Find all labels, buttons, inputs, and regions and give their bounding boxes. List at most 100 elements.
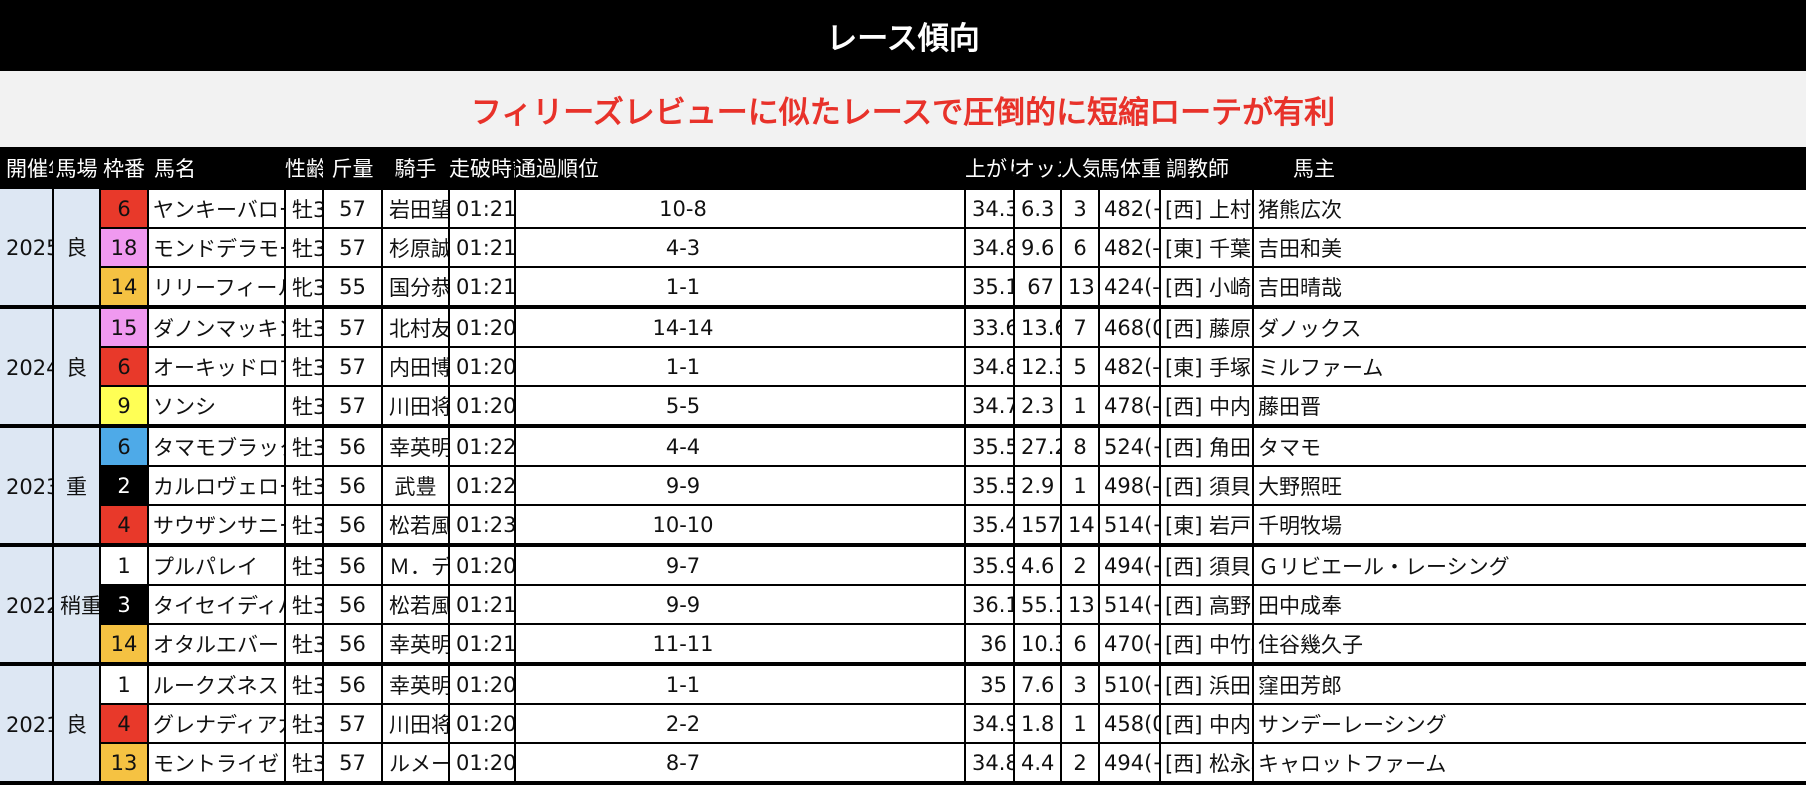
finish-time: 01:23.1 <box>448 504 516 547</box>
body-weight: 498(-10) <box>1098 465 1161 506</box>
last-3f: 34.7 <box>964 385 1015 428</box>
trainer: [西] 松永幹夫 <box>1159 742 1254 785</box>
body-weight: 478(-8) <box>1098 385 1161 428</box>
table-row: 2024年良15ダノンマッキンリー牡357北村友一01:20.214-1433.… <box>0 306 1806 428</box>
popularity: 13 <box>1060 266 1100 309</box>
jockey: 北村友一 <box>381 306 450 348</box>
finish-time: 01:20.6 <box>448 385 516 428</box>
horse-name: タマモブラックタイ <box>147 425 286 467</box>
owner: 田中成奉 <box>1252 584 1806 625</box>
horse-name: モントライゼ <box>147 742 286 785</box>
owner: サンデーレーシング <box>1252 703 1806 744</box>
odds: 2.9 <box>1013 465 1062 506</box>
trainer: [西] 中内田充 <box>1159 703 1254 744</box>
table-row: 2025年良6ヤンキーバローズ牡357岩田望来01:21.010-834.36.… <box>0 188 1806 309</box>
waku-cell: 6 <box>99 425 149 467</box>
year-cell: 2022年 <box>0 545 54 666</box>
weight-carried: 56 <box>322 663 383 705</box>
page-subtitle: フィリーズレビューに似たレースで圧倒的に短縮ローテが有利 <box>0 71 1806 147</box>
col-horse: 馬名 <box>148 147 285 189</box>
popularity: 2 <box>1060 544 1100 586</box>
last-3f: 34.8 <box>964 346 1015 387</box>
odds: 12.3 <box>1013 346 1062 387</box>
jockey: 国分恭介 <box>381 266 450 309</box>
sex-age: 牡3 <box>284 663 324 705</box>
passing-order: 1-1 <box>514 346 966 387</box>
owner: Ｇリビエール・レーシング <box>1252 544 1806 586</box>
horse-name: プルパレイ <box>147 544 286 586</box>
table-row: 2022年稍重1プルパレイ牡356Ｍ．デム01:20.99-735.94.624… <box>0 544 1806 666</box>
owner: 吉田晴哉 <box>1252 266 1806 309</box>
col-year: 開催年 <box>0 147 53 189</box>
weight-carried: 57 <box>322 742 383 785</box>
waku-cell: 15 <box>99 306 149 348</box>
waku-cell: 14 <box>99 266 149 309</box>
table-row: 14オタルエバー牡356幸英明01:21.311-113610.36470(+1… <box>0 623 1806 666</box>
weight-carried: 56 <box>322 623 383 666</box>
waku-cell: 13 <box>99 742 149 785</box>
popularity: 2 <box>1060 742 1100 785</box>
odds: 9.6 <box>1013 227 1062 268</box>
col-passing: 通過順位 <box>515 147 965 189</box>
waku-cell: 9 <box>99 385 149 428</box>
jockey: 川田将雅 <box>381 703 450 744</box>
body-weight: 514(+2) <box>1098 504 1161 547</box>
owner: タマモ <box>1252 425 1806 467</box>
passing-order: 10-8 <box>514 188 966 229</box>
table-body: 2025年良6ヤンキーバローズ牡357岩田望来01:21.010-834.36.… <box>0 188 1806 785</box>
table-row: 6オーキッドロマンス牡357内田博幸01:20.31-134.812.35482… <box>0 346 1806 387</box>
col-waku: 枠番 <box>100 147 148 189</box>
finish-time: 01:20.9 <box>448 544 516 586</box>
sex-age: 牡3 <box>284 306 324 348</box>
body-weight: 510(+10 <box>1098 663 1161 705</box>
horse-name: リリーフィールド <box>147 266 286 309</box>
waku-cell: 4 <box>99 504 149 547</box>
col-body-weight: 馬体重 <box>1099 147 1160 189</box>
odds: 157.1 <box>1013 504 1062 547</box>
body-weight: 494(+2) <box>1098 544 1161 586</box>
col-weight-carried: 斤量 <box>323 147 382 189</box>
owner: 猪熊広次 <box>1252 188 1806 229</box>
trainer: [西] 須貝尚介 <box>1159 544 1254 586</box>
weight-carried: 57 <box>322 306 383 348</box>
finish-time: 01:22.6 <box>448 465 516 506</box>
last-3f: 34.8 <box>964 227 1015 268</box>
horse-name: モンドデラモーレ <box>147 227 286 268</box>
passing-order: 1-1 <box>514 266 966 309</box>
jockey: 岩田望来 <box>381 188 450 229</box>
popularity: 7 <box>1060 306 1100 348</box>
last-3f: 35.4 <box>964 504 1015 547</box>
owner: ダノックス <box>1252 306 1806 348</box>
finish-time: 01:20.1 <box>448 663 516 705</box>
weight-carried: 57 <box>322 385 383 428</box>
finish-time: 01:21.1 <box>448 227 516 268</box>
owner: キャロットファーム <box>1252 742 1806 785</box>
trainer: [西] 小崎憲 <box>1159 266 1254 309</box>
sex-age: 牡3 <box>284 623 324 666</box>
finish-time: 01:21.2 <box>448 584 516 625</box>
header-row: 開催年 馬場 枠番 馬名 性齢 斤量 騎手 走破時計 通過順位 上がり オッズ … <box>0 147 1806 189</box>
odds: 6.3 <box>1013 188 1062 229</box>
col-trainer: 調教師 <box>1160 147 1253 189</box>
finish-time: 01:21.3 <box>448 623 516 666</box>
last-3f: 35 <box>964 663 1015 705</box>
odds: 2.3 <box>1013 385 1062 428</box>
popularity: 6 <box>1060 227 1100 268</box>
weight-carried: 56 <box>322 465 383 506</box>
weight-carried: 57 <box>322 346 383 387</box>
col-owner: 馬主 <box>1253 147 1806 189</box>
owner: 大野照旺 <box>1252 465 1806 506</box>
popularity: 1 <box>1060 703 1100 744</box>
body-weight: 524(+2) <box>1098 425 1161 467</box>
odds: 1.8 <box>1013 703 1062 744</box>
horse-name: ダノンマッキンリー <box>147 306 286 348</box>
odds: 27.2 <box>1013 425 1062 467</box>
finish-time: 01:20.5 <box>448 742 516 785</box>
table-row: 2カルロヴェローチェ牡356武豊01:22.69-935.52.91498(-1… <box>0 465 1806 506</box>
last-3f: 33.6 <box>964 306 1015 348</box>
waku-cell: 14 <box>99 623 149 666</box>
popularity: 14 <box>1060 504 1100 547</box>
year-cell: 2023年 <box>0 426 54 547</box>
sex-age: 牡3 <box>284 504 324 547</box>
waku-cell: 6 <box>99 346 149 387</box>
